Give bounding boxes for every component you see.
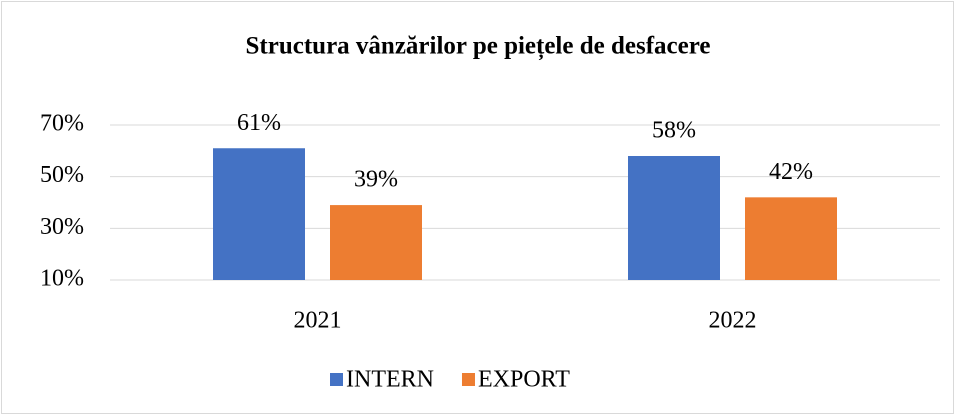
- legend-swatch: [461, 373, 475, 386]
- y-tick-label: 10%: [40, 266, 84, 292]
- x-tick-label: 2022: [709, 308, 757, 334]
- value-label: 58%: [652, 118, 696, 144]
- legend-label: EXPORT: [478, 367, 570, 393]
- value-label: 39%: [354, 167, 398, 193]
- bar: [628, 156, 720, 280]
- x-tick-label: 2021: [294, 308, 342, 334]
- legend-swatch: [330, 373, 343, 386]
- y-tick-label: 50%: [40, 162, 84, 188]
- value-label: 61%: [237, 110, 281, 136]
- bar: [745, 197, 837, 280]
- y-tick-label: 30%: [40, 214, 84, 240]
- bar: [213, 148, 305, 280]
- bar: [330, 205, 422, 280]
- value-label: 42%: [769, 159, 813, 185]
- legend-label: INTERN: [346, 367, 434, 393]
- y-tick-label: 70%: [40, 111, 84, 137]
- chart-title: Structura vânzărilor pe piețele de desfa…: [246, 33, 711, 61]
